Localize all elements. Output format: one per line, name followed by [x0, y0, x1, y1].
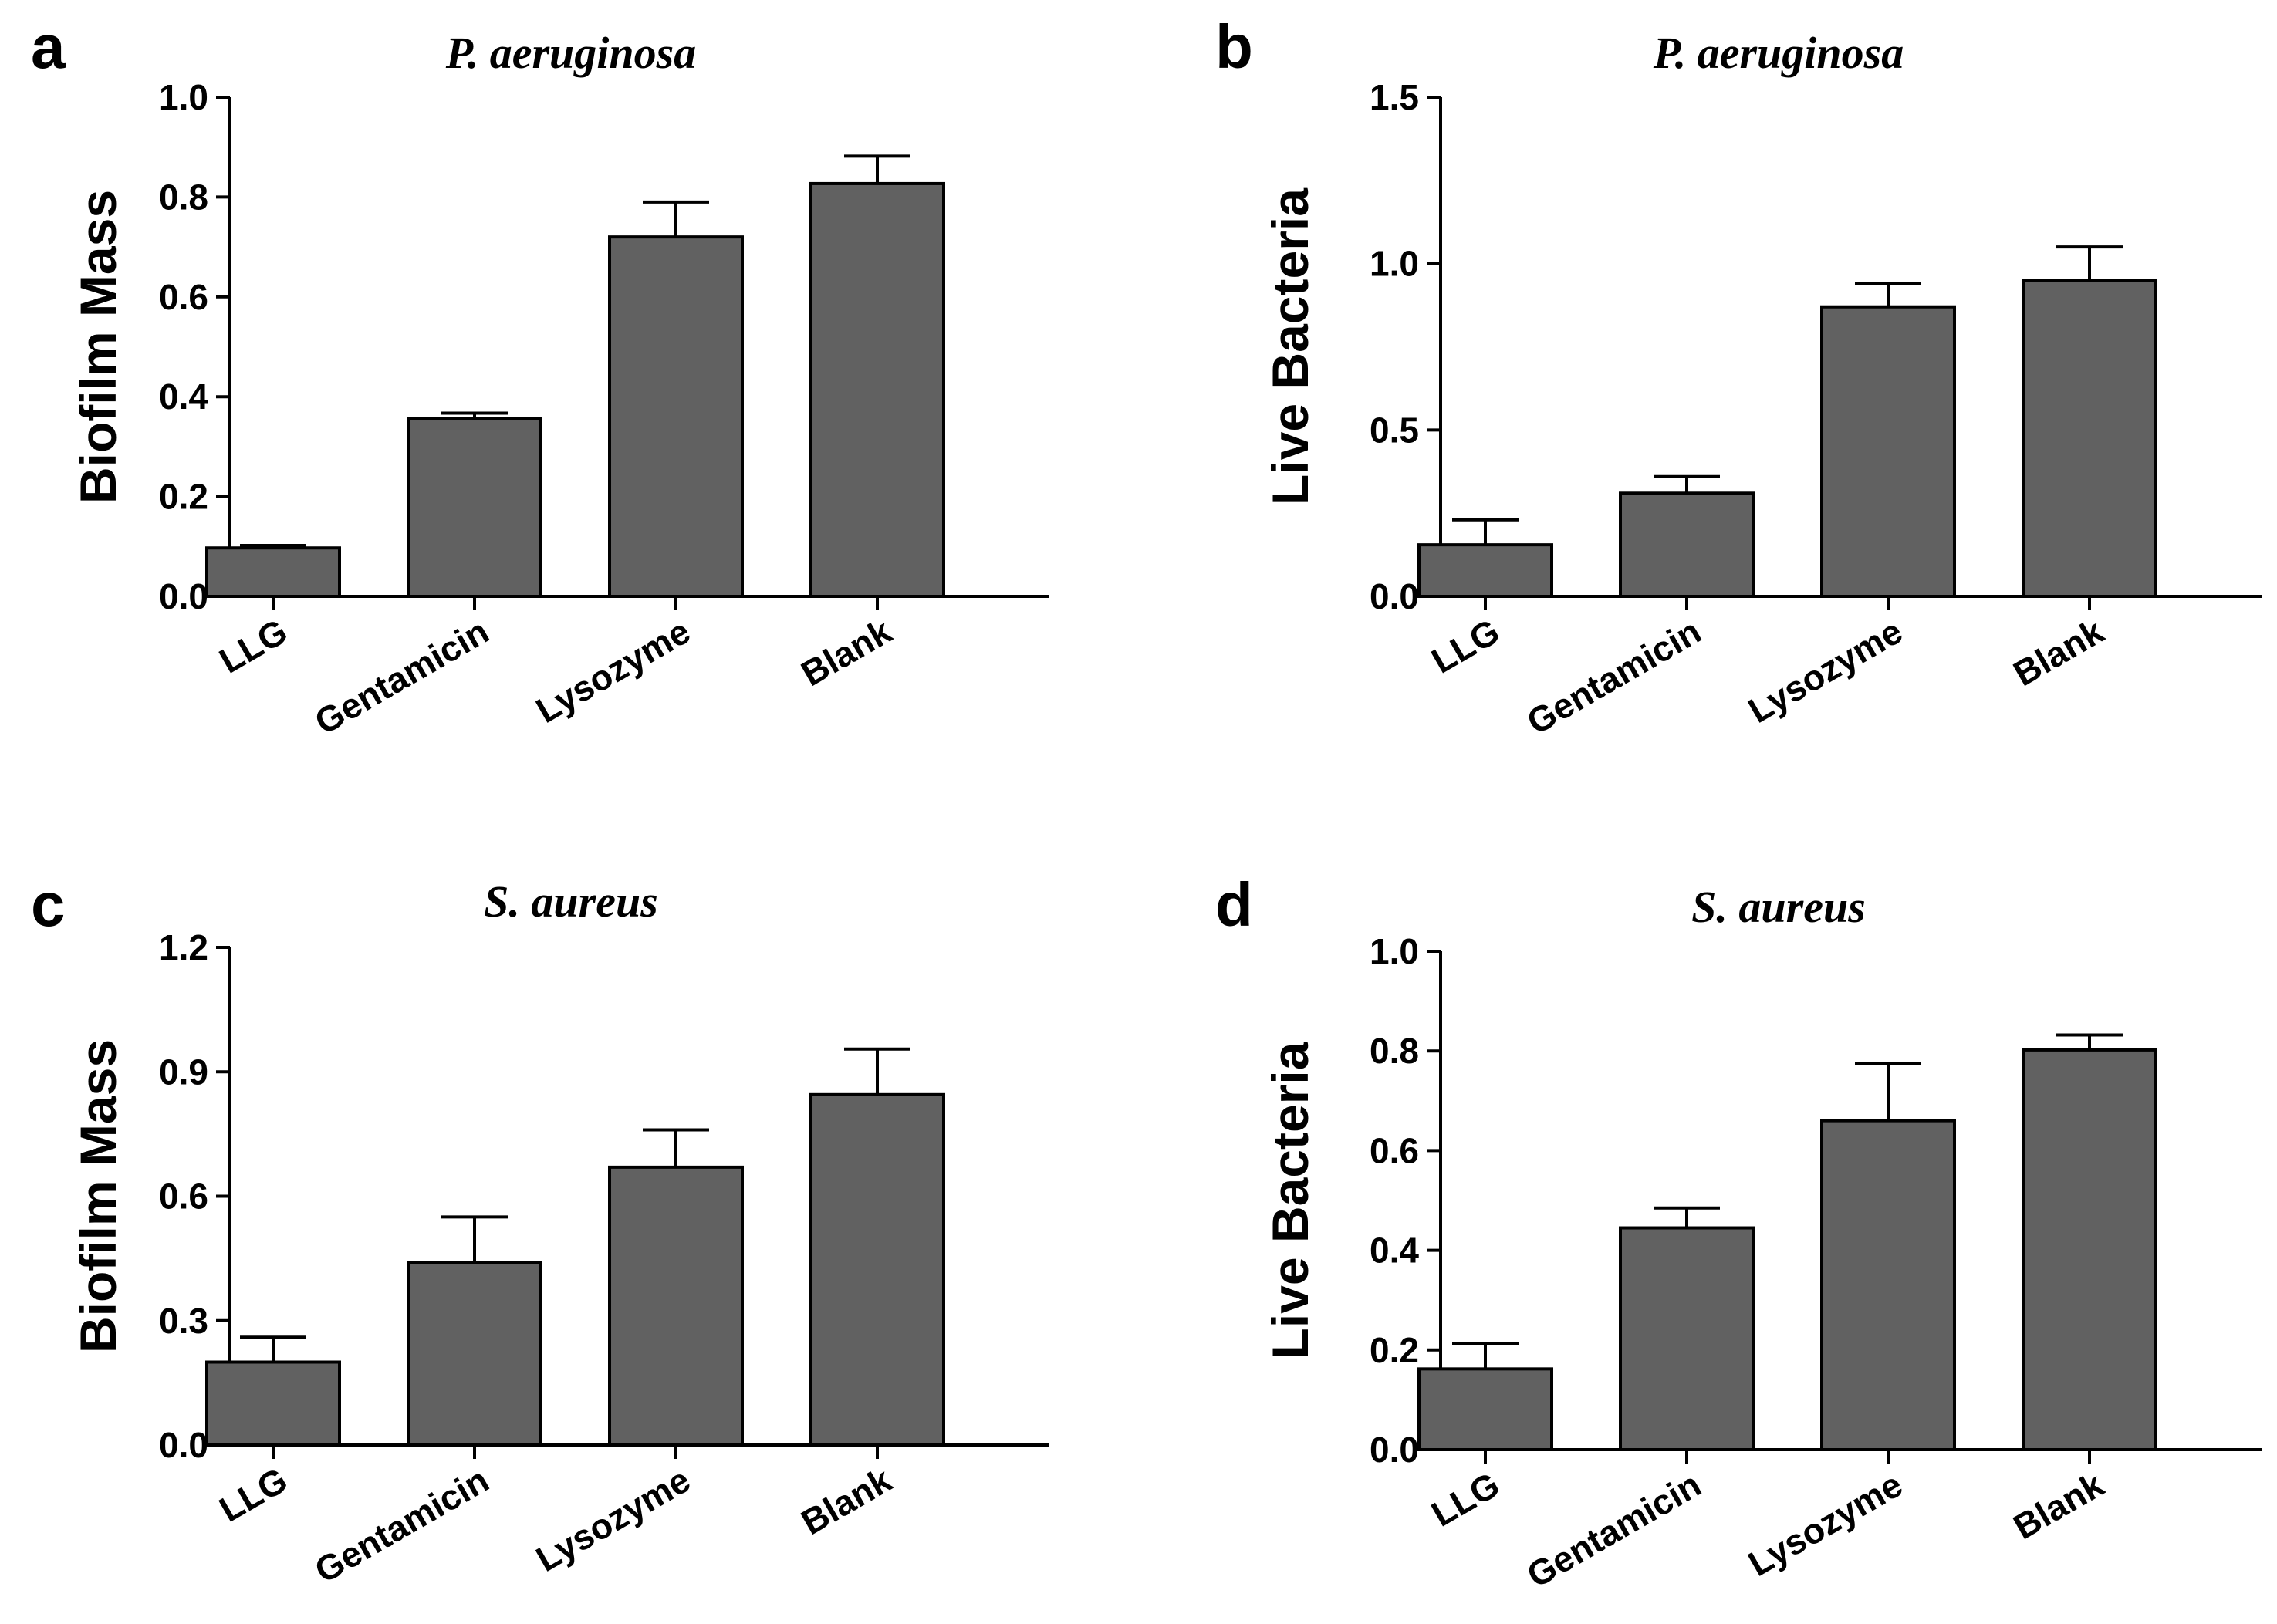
bar-llg [1417, 543, 1553, 598]
bar-gentamicin [407, 1261, 542, 1447]
x-tick-label: Lysozyme [1742, 1464, 1909, 1584]
bar-lysozyme [608, 235, 744, 598]
y-tick-label: 1.5 [1370, 77, 1419, 117]
chart-title: P. aeruginosa [445, 28, 696, 78]
x-tick-label: Lysozyme [529, 1460, 697, 1579]
y-tick-label: 0.5 [1370, 410, 1419, 450]
bar-blank [2022, 279, 2157, 598]
chart-panel-d: d S. aureus Live Bacteria 0.0 0.2 0.4 0.6 0.8 1.… [1215, 870, 2262, 1595]
y-tick-label: 0.0 [159, 1425, 208, 1465]
chart-panel-a: a P. aeruginosa Biofilm Mass 0.0 0.2 0.4 0.6 0.… [31, 12, 1049, 742]
y-tick-label: 0.4 [159, 376, 208, 417]
chart-panel-b: b P. aeruginosa Live Bacteria 0.0 0.5 1.0 1.5 L… [1215, 12, 2262, 742]
bar-lysozyme [1820, 1119, 1956, 1451]
x-tick-label: Lysozyme [1742, 611, 1909, 731]
bar-lysozyme [1820, 305, 1956, 598]
y-tick-label: 0.9 [159, 1052, 208, 1092]
x-tick-label: LLG [1424, 1464, 1506, 1535]
bar-lysozyme [608, 1165, 744, 1447]
y-tick-label: 1.0 [159, 77, 208, 117]
x-tick-label: Gentamicin [1520, 611, 1708, 742]
bar-gentamicin [1619, 491, 1755, 599]
x-tick-label: Blank [2007, 610, 2111, 694]
bar-llg [205, 1360, 341, 1447]
bar-blank [809, 1092, 945, 1447]
bar-blank [2022, 1048, 2157, 1451]
chart-panel-c: c S. aureus Biofilm Mass 0.0 0.3 0.6 0.9 1.2 LLG… [31, 870, 1049, 1591]
y-tick-label: 0.0 [1370, 576, 1419, 616]
chart-title: P. aeruginosa [1653, 28, 1904, 78]
x-tick-label: Blank [795, 610, 899, 694]
y-tick-label: 0.0 [1370, 1430, 1419, 1470]
y-tick-label: 0.6 [159, 277, 208, 317]
panel-letter: d [1215, 870, 1253, 939]
panel-letter: b [1215, 12, 1253, 81]
y-axis-label: Biofilm Mass [69, 190, 127, 504]
bar-llg [205, 546, 341, 599]
y-tick-label: 0.4 [1370, 1231, 1419, 1271]
x-tick-label: Blank [2007, 1464, 2111, 1547]
y-tick-label: 0.0 [159, 576, 208, 616]
x-tick-label: Lysozyme [529, 611, 697, 731]
y-tick-label: 0.6 [159, 1177, 208, 1217]
chart-title: S. aureus [484, 876, 658, 927]
x-tick-label: LLG [212, 1460, 294, 1530]
bar-gentamicin [407, 417, 542, 598]
y-axis-label: Live Bacteria [1262, 1041, 1319, 1359]
x-tick-label: Gentamicin [308, 611, 495, 742]
bar-gentamicin [1619, 1226, 1755, 1452]
y-tick-label: 1.0 [1370, 244, 1419, 284]
y-tick-label: 0.2 [1370, 1330, 1419, 1370]
y-tick-label: 0.3 [159, 1301, 208, 1341]
x-tick-label: Blank [795, 1459, 899, 1542]
y-tick-label: 0.6 [1370, 1130, 1419, 1170]
y-axis-label: Biofilm Mass [69, 1039, 127, 1353]
chart-title: S. aureus [1691, 882, 1866, 932]
y-tick-label: 1.2 [159, 927, 208, 967]
y-tick-label: 0.8 [1370, 1031, 1419, 1071]
bar-blank [809, 181, 945, 598]
panel-letter: a [31, 12, 66, 81]
x-tick-label: Gentamicin [1520, 1464, 1708, 1595]
bar-llg [1417, 1367, 1553, 1452]
y-axis-label: Live Bacteria [1262, 187, 1319, 505]
panel-letter: c [31, 870, 66, 939]
x-tick-label: LLG [212, 611, 294, 681]
x-tick-label: Gentamicin [308, 1460, 495, 1591]
y-tick-label: 1.0 [1370, 931, 1419, 971]
x-tick-label: LLG [1424, 611, 1506, 681]
y-tick-label: 0.8 [159, 177, 208, 217]
y-tick-label: 0.2 [159, 477, 208, 517]
